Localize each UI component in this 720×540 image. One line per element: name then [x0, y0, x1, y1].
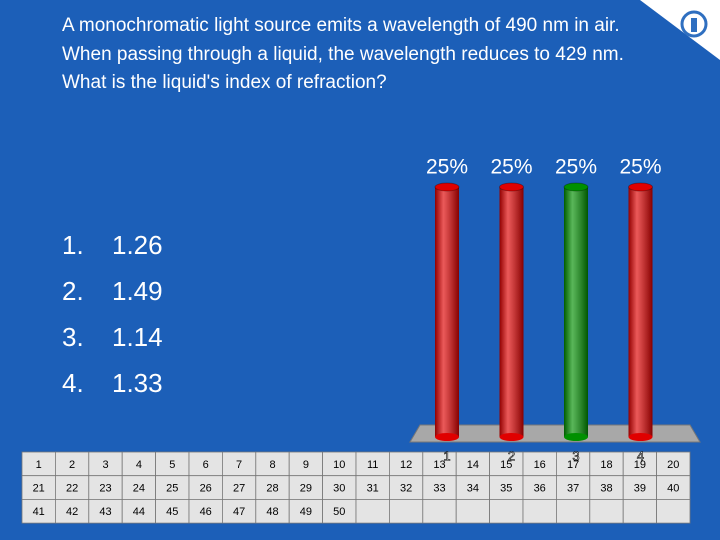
- logo-corner: [640, 0, 720, 60]
- grid-number: 17: [567, 459, 579, 471]
- answer-number: 4.: [62, 368, 84, 398]
- answer-number: 2.: [62, 276, 84, 306]
- grid-cell: [489, 498, 524, 524]
- grid-number: 10: [333, 459, 345, 471]
- grid-number: 5: [169, 459, 175, 471]
- question: A monochromatic light source emits a wav…: [62, 15, 624, 93]
- answer-text: 1.33: [112, 368, 163, 398]
- grid-number: 28: [266, 482, 278, 494]
- answer-number: 1.: [62, 230, 84, 260]
- grid-number: 18: [600, 459, 612, 471]
- grid-number: 36: [534, 482, 546, 494]
- answer-text: 1.14: [112, 322, 163, 352]
- grid-number: 7: [236, 459, 242, 471]
- grid-cell: [622, 498, 658, 524]
- grid-number: 33: [433, 482, 445, 494]
- value-label: 25%: [426, 156, 468, 179]
- grid-number: 4: [136, 459, 142, 471]
- bar-base: [499, 433, 524, 441]
- grid-number: 39: [634, 482, 646, 494]
- grid-number: 49: [300, 506, 312, 518]
- grid-number: 15: [500, 459, 512, 471]
- value-label: 25%: [619, 156, 661, 179]
- bar-shading: [499, 187, 524, 437]
- category-label: 2: [508, 448, 515, 463]
- answer-text: 1.49: [112, 276, 163, 306]
- grid-number: 29: [300, 482, 312, 494]
- grid-number: 45: [166, 506, 178, 518]
- grid-number: 6: [203, 459, 209, 471]
- bar-cap: [499, 182, 524, 192]
- grid-number: 47: [233, 506, 245, 518]
- grid-cell: [556, 498, 591, 524]
- grid-cell: [455, 498, 491, 524]
- grid-number: 38: [600, 482, 612, 494]
- grid-number: 1: [36, 459, 42, 471]
- grid-number: 40: [667, 482, 679, 494]
- grid-cell: [522, 498, 557, 524]
- grid-number: 12: [400, 459, 412, 471]
- grid-number: 24: [133, 482, 145, 494]
- grid-number: 20: [667, 459, 679, 471]
- grid-cell: [355, 498, 390, 524]
- grid-cell: [422, 498, 457, 524]
- grid-number: 8: [269, 459, 275, 471]
- answer-text: 1.26: [112, 230, 163, 260]
- bar-shading: [628, 187, 653, 437]
- grid-number: 35: [500, 482, 512, 494]
- grid-number: 48: [266, 506, 278, 518]
- bar-base: [564, 433, 588, 441]
- logo-icon: [680, 10, 708, 38]
- category-label: 3: [572, 448, 579, 463]
- grid-number: 21: [33, 482, 45, 494]
- bar-cap: [434, 182, 460, 192]
- grid-number: 46: [200, 506, 212, 518]
- answer-number: 3.: [62, 322, 84, 352]
- value-label: 25%: [555, 156, 597, 179]
- grid-number: 3: [102, 459, 108, 471]
- grid-number: 19: [634, 459, 646, 471]
- grid-number: 13: [433, 459, 445, 471]
- grid-number: 25: [166, 482, 178, 494]
- grid-number: 30: [333, 482, 345, 494]
- category-label: 4: [637, 448, 644, 463]
- grid-number: 22: [66, 482, 78, 494]
- bar-shading: [564, 187, 588, 437]
- grid-number: 27: [233, 482, 245, 494]
- grid-number: 9: [303, 459, 309, 471]
- category-label: 1: [443, 448, 450, 463]
- grid-cell: [656, 498, 691, 524]
- grid-cell: [388, 498, 424, 524]
- grid-number: 11: [367, 459, 378, 471]
- grid-number: 2: [69, 459, 75, 471]
- value-label: 25%: [490, 156, 532, 179]
- grid-number: 43: [99, 506, 111, 518]
- bar-shading: [435, 187, 459, 437]
- bar-base: [628, 433, 653, 441]
- grid-number: 31: [367, 482, 379, 494]
- grid-number: 26: [200, 482, 212, 494]
- grid-number: 37: [567, 482, 579, 494]
- bar-cap: [563, 182, 589, 192]
- grid-number: 50: [333, 506, 345, 518]
- grid-number: 42: [66, 506, 78, 518]
- grid-number: 34: [467, 482, 479, 494]
- grid-cell: [589, 498, 624, 524]
- grid-number: 41: [33, 506, 45, 518]
- grid-number: 44: [133, 506, 145, 518]
- bar-base: [435, 433, 459, 441]
- bar-cap: [628, 182, 653, 192]
- grid-number: 14: [467, 459, 479, 471]
- grid-number: 16: [534, 459, 546, 471]
- grid-number: 32: [400, 482, 412, 494]
- chart-floor: [409, 424, 701, 443]
- logo-icon: [691, 18, 697, 32]
- grid-number: 23: [99, 482, 111, 494]
